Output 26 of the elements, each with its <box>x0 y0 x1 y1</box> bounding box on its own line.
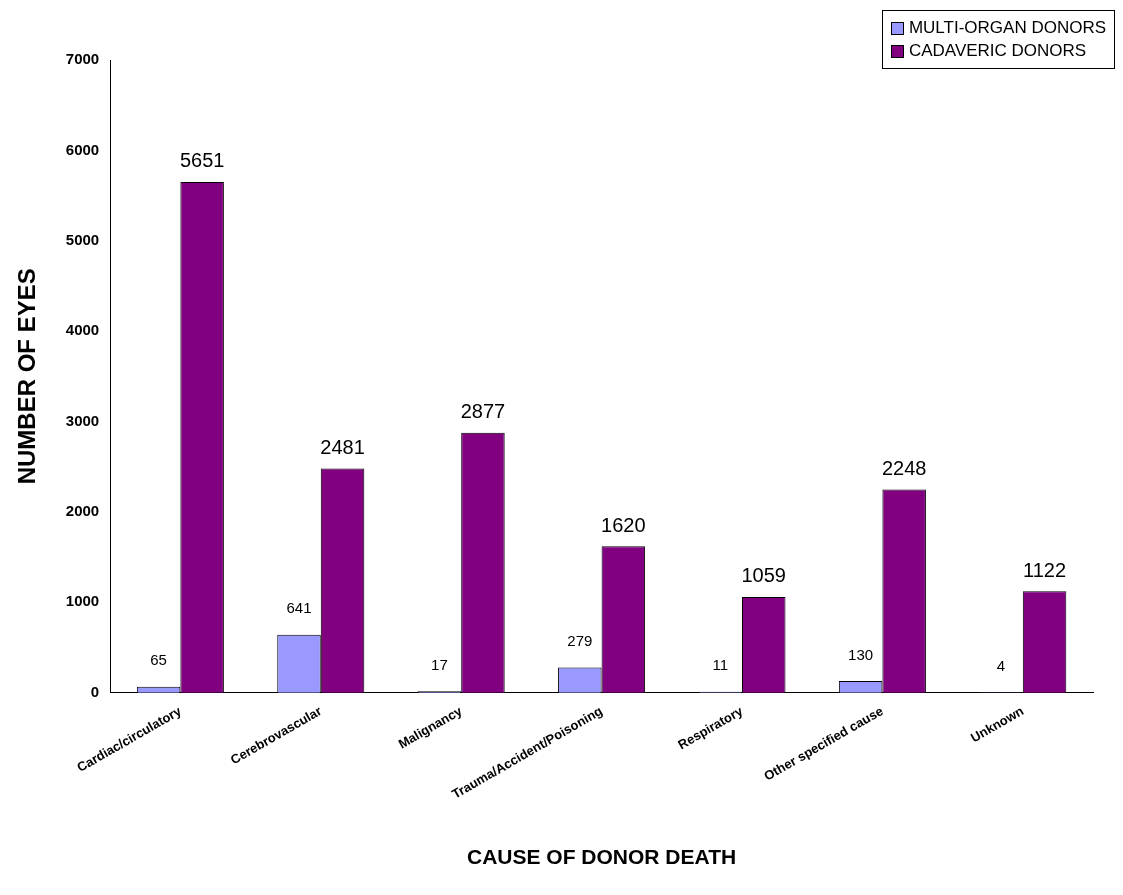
y-tick-label: 1000 <box>65 592 100 610</box>
data-label: 641 <box>286 599 312 617</box>
y-tick-label: 3000 <box>65 411 100 429</box>
data-label: 17 <box>431 655 448 673</box>
y-tick-label: 5000 <box>65 230 100 248</box>
y-tick-label: 2000 <box>65 502 100 520</box>
data-label: 2248 <box>881 457 927 480</box>
y-tick-label: 4000 <box>65 321 100 339</box>
data-label: 2877 <box>460 400 506 423</box>
y-tick-label: 7000 <box>65 50 100 68</box>
x-axis-title: CAUSE OF DONOR DEATH <box>467 845 737 869</box>
data-label: 130 <box>848 645 874 663</box>
data-label: 11 <box>712 656 729 674</box>
data-label: 1059 <box>741 564 786 587</box>
data-label: 2481 <box>320 435 365 458</box>
data-label: 4 <box>996 656 1006 674</box>
legend-label: MULTI-ORGAN DONORS <box>908 18 1106 38</box>
y-tick-label: 6000 <box>65 140 100 158</box>
data-label: 1620 <box>601 513 646 536</box>
data-label: 279 <box>567 632 593 650</box>
data-label: 1122 <box>1023 558 1067 581</box>
y-tick-label: 0 <box>90 682 100 700</box>
y-axis-title: NUMBER OF EYES <box>13 268 41 485</box>
legend-label: CADAVERIC DONORS <box>908 41 1087 61</box>
data-label: 65 <box>150 651 167 669</box>
data-label: 5651 <box>179 149 225 172</box>
